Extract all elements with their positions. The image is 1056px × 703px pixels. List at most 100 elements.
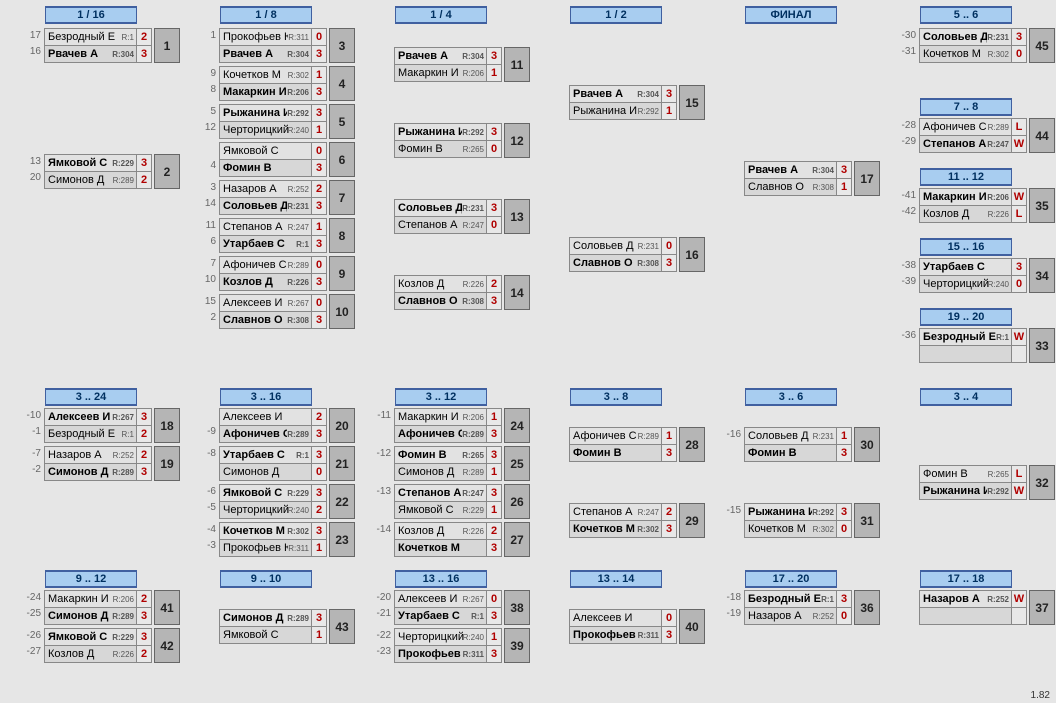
match-id: 9 (329, 256, 355, 291)
round-label: 3 .. 16 (220, 388, 312, 406)
player-row: Утарбаев С3 (919, 258, 1027, 276)
player-name (920, 346, 1009, 362)
player-name: Макаркин И (395, 409, 463, 425)
seed: -42 (895, 204, 917, 220)
seed (545, 427, 567, 443)
round-label: ФИНАЛ (745, 6, 837, 24)
score: 3 (311, 84, 326, 100)
round-label: 3 .. 24 (45, 388, 137, 406)
seed: -8 (195, 446, 217, 462)
match: 1Прокофьев ЮR:3110Рвачев АR:30433 (195, 28, 355, 63)
match-id: 17 (854, 161, 880, 196)
player-name: Славнов О (220, 312, 287, 328)
score: 2 (136, 447, 151, 463)
player-row: Безродный ЕR:12 (44, 426, 152, 443)
player-row (919, 346, 1027, 363)
score: 2 (136, 646, 151, 662)
rating: R:231 (987, 31, 1011, 45)
score: W (1011, 591, 1026, 607)
rating: R:302 (288, 69, 311, 83)
match: 116Степанов АR:2471Утарбаев СR:138 (195, 218, 355, 253)
seed (545, 85, 567, 101)
player-row: Кочетков МR:3020 (919, 46, 1027, 63)
rating: R:229 (463, 504, 486, 518)
seed: 1 (195, 28, 217, 44)
score: 2 (311, 181, 326, 197)
match-id: 23 (329, 522, 355, 557)
match: -13Степанов АR:2473Ямковой СR:229126 (370, 484, 530, 519)
rating: R:289 (287, 612, 311, 626)
player-name: Соловьев Д (395, 200, 462, 216)
rating: R:231 (638, 240, 661, 254)
round-label: 13 .. 14 (570, 570, 662, 588)
match-id: 43 (329, 609, 355, 644)
player-name: Степанов А (920, 136, 987, 152)
player-row: Утарбаев СR:13 (219, 446, 327, 464)
player-name: Рвачев А (570, 86, 637, 102)
score: 0 (311, 29, 326, 45)
seed: -22 (370, 628, 392, 644)
rating: R:311 (288, 31, 311, 45)
rating: R:302 (988, 48, 1011, 62)
player-name: Назаров А (220, 181, 288, 197)
rating: R:267 (112, 411, 136, 425)
seed: -18 (720, 590, 742, 606)
score: 3 (486, 540, 501, 556)
seed: 8 (195, 82, 217, 98)
player-row: Ямковой СR:2293 (44, 628, 152, 646)
player-row: Прокофьев ЮR:3113 (394, 646, 502, 663)
player-row: Макаркин ИR:2061 (394, 408, 502, 426)
player-name: Рыжанина И (570, 103, 638, 119)
match-id: 30 (854, 427, 880, 462)
rating: R:289 (988, 121, 1011, 135)
match: -38-39Утарбаев С3Черторицкий ГR:240034 (895, 258, 1055, 293)
player-name: Рвачев А (220, 46, 287, 62)
rating: R:231 (462, 202, 486, 216)
rating: R:226 (988, 208, 1011, 222)
match-id: 4 (329, 66, 355, 101)
player-name: Афоничев С (395, 426, 462, 442)
player-row (919, 608, 1027, 625)
score: 1 (311, 122, 326, 138)
rating: R:311 (638, 629, 661, 643)
match-id: 26 (504, 484, 530, 519)
score: 3 (311, 312, 326, 328)
seed (370, 291, 392, 307)
score: 0 (486, 217, 501, 233)
seed (195, 142, 217, 158)
seed (195, 625, 217, 641)
match-id: 24 (504, 408, 530, 443)
rating: R:231 (813, 430, 836, 444)
player-row: Степанов АR:2470 (394, 217, 502, 234)
score: 3 (136, 464, 151, 480)
player-row: Безродный ЕR:1W (919, 328, 1027, 346)
player-name: Кочетков М (570, 521, 637, 537)
rating: R:252 (813, 610, 836, 624)
player-name: Макаркин И (45, 591, 113, 607)
player-name: Безродный Е (45, 426, 122, 442)
rating: R:206 (463, 411, 486, 425)
seed: -4 (195, 522, 217, 538)
match-id: 32 (1029, 465, 1055, 500)
player-name: Черторицкий Г (220, 502, 288, 518)
rating: R:1 (296, 449, 311, 463)
score: 3 (486, 124, 501, 140)
score: 1 (661, 103, 676, 119)
player-name: Рвачев А (395, 48, 462, 64)
rating: R:302 (813, 523, 836, 537)
seed (195, 408, 217, 424)
player-row: Афоничев СR:2893 (219, 426, 327, 443)
match-id: 10 (329, 294, 355, 329)
player-row: Макаркин ИR:206W (919, 188, 1027, 206)
player-name: Ямковой С (45, 155, 112, 171)
player-row: Козлов ДR:2262 (394, 275, 502, 293)
seed: -6 (195, 484, 217, 500)
seed: -10 (20, 408, 42, 424)
seed: -41 (895, 188, 917, 204)
player-name: Рвачев А (45, 46, 112, 62)
player-row: Славнов ОR:3083 (219, 312, 327, 329)
rating: R:206 (987, 191, 1011, 205)
score (1011, 608, 1026, 624)
score: 3 (311, 426, 326, 442)
seed: -30 (895, 28, 917, 44)
